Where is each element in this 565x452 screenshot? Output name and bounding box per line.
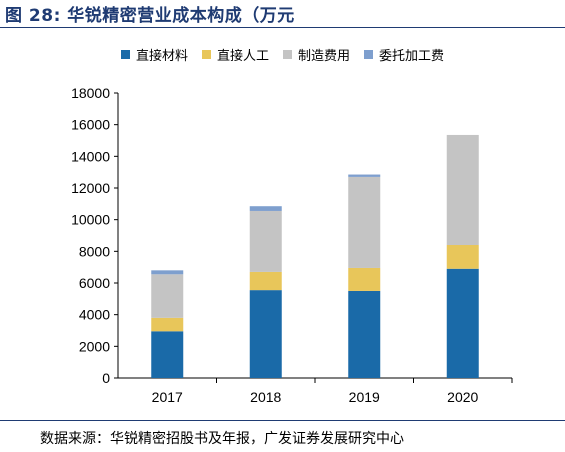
bar-segment	[348, 267, 381, 291]
bar-segment	[446, 268, 479, 378]
legend-swatch	[364, 50, 374, 59]
bar-segment	[151, 331, 184, 378]
bar-segment	[348, 174, 381, 177]
legend-label: 直接材料	[135, 49, 188, 64]
bar-segment	[151, 274, 184, 318]
legend-label: 委托加工费	[379, 49, 445, 64]
title-rule	[0, 27, 565, 28]
bar-segment	[151, 317, 184, 332]
bar-segment	[249, 206, 282, 211]
y-tick-label: 4000	[79, 307, 110, 323]
y-tick-label: 12000	[71, 180, 110, 196]
bar-segment	[348, 290, 381, 378]
bar-segment	[446, 134, 479, 245]
bar-segment	[348, 176, 381, 268]
y-tick-label: 2000	[79, 338, 110, 354]
x-tick-label: 2019	[349, 389, 380, 405]
legend-label: 直接人工	[216, 49, 269, 64]
x-tick-label: 2018	[250, 389, 281, 405]
legend-item: 委托加工费	[364, 45, 444, 64]
y-tick-label: 6000	[79, 275, 110, 291]
y-tick-label: 10000	[71, 212, 110, 228]
y-tick-label: 16000	[71, 117, 110, 133]
y-tick-label: 18000	[71, 85, 110, 101]
x-tick-label: 2020	[447, 389, 478, 405]
legend-item: 制造费用	[283, 45, 350, 64]
bar-segment	[446, 245, 479, 269]
source-note: 数据来源：华锐精密招股书及年报，广发证券发展研究中心	[40, 431, 404, 447]
legend-swatch	[283, 50, 292, 59]
bar-segment	[151, 270, 184, 275]
y-tick-label: 0	[102, 370, 110, 386]
legend-item: 直接材料	[120, 45, 188, 64]
y-tick-label: 14000	[71, 148, 110, 164]
legend-swatch	[201, 50, 211, 59]
legend-label: 制造费用	[298, 49, 351, 64]
legend-swatch	[120, 50, 130, 59]
y-tick-label: 8000	[79, 243, 110, 259]
bar-segment	[249, 210, 282, 272]
legend-item: 直接人工	[201, 45, 269, 64]
bar-segment	[249, 290, 282, 378]
figure-title: 图 28: 华锐精密营业成本构成（万元	[5, 6, 295, 26]
source-rule	[0, 420, 565, 421]
x-tick-label: 2017	[152, 389, 183, 405]
bar-segment	[249, 271, 282, 291]
chart-legend: 直接材料 直接人工 制造费用 委托加工费	[0, 45, 565, 64]
